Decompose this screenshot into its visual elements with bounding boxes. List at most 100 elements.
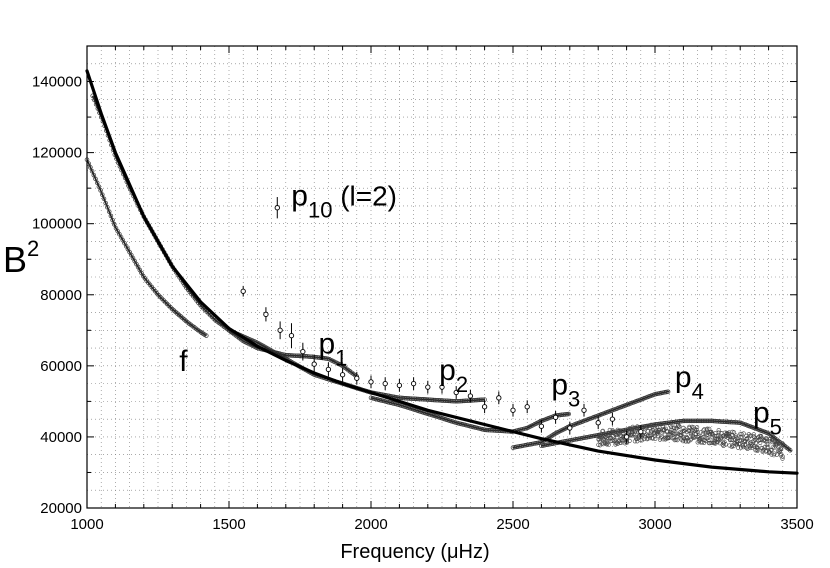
ridge-point bbox=[731, 420, 737, 425]
ridge-point bbox=[695, 418, 701, 424]
scatter-point bbox=[682, 428, 687, 434]
ridge-point bbox=[449, 398, 455, 404]
ridge-point bbox=[721, 419, 726, 424]
ridge-point bbox=[398, 395, 404, 401]
errorbar-marker bbox=[524, 404, 530, 410]
ridge-point bbox=[668, 420, 674, 425]
ridge-point bbox=[108, 213, 114, 219]
scatter-point bbox=[614, 435, 620, 440]
scatter-point bbox=[604, 442, 610, 447]
scatter-point bbox=[779, 447, 784, 452]
ridge-point bbox=[89, 168, 95, 174]
scatter-point bbox=[772, 451, 777, 456]
scatter-point bbox=[745, 446, 750, 452]
y-axis-title-sup: 2 bbox=[27, 236, 39, 261]
scatter-point bbox=[735, 445, 741, 450]
errorbar-marker bbox=[567, 425, 573, 431]
errorbar-point bbox=[467, 389, 474, 403]
plot-frame bbox=[86, 45, 798, 509]
ridge-point bbox=[305, 354, 310, 359]
ridge-point bbox=[301, 353, 307, 359]
errorbar-point bbox=[623, 430, 630, 444]
errorbar-point bbox=[339, 367, 346, 382]
ridge-point bbox=[306, 354, 312, 359]
scatter-point bbox=[631, 432, 636, 437]
errorbar-point bbox=[354, 371, 360, 385]
curve-label-main: p bbox=[551, 368, 568, 401]
ridge-point bbox=[426, 397, 431, 402]
ridge-point bbox=[665, 420, 670, 426]
curve-label-sub: 2 bbox=[456, 372, 468, 397]
ridge-point bbox=[451, 398, 457, 404]
curve-label-p4: p4 bbox=[675, 361, 704, 404]
errorbar-point bbox=[300, 342, 306, 361]
scatter-point bbox=[731, 430, 737, 435]
ridge-point bbox=[711, 418, 716, 424]
ridge-point bbox=[303, 354, 308, 359]
ridge-point bbox=[448, 398, 453, 404]
ridge-point bbox=[438, 398, 443, 403]
errorbar-point bbox=[410, 377, 417, 391]
ridge-point bbox=[431, 397, 436, 403]
scatter-point bbox=[729, 437, 735, 442]
scatter-point bbox=[718, 436, 723, 442]
curve-label-p5: p5 bbox=[753, 397, 782, 440]
errorbar-marker bbox=[595, 420, 601, 426]
scatter-point bbox=[638, 438, 643, 443]
ridge-point bbox=[677, 419, 682, 424]
ridge-point bbox=[436, 398, 441, 403]
scatter-point bbox=[755, 448, 760, 453]
ridge-point bbox=[101, 196, 107, 202]
errorbar-marker bbox=[382, 380, 388, 387]
scatter-point bbox=[760, 448, 766, 453]
ridge-point bbox=[673, 419, 679, 425]
scatter-point bbox=[764, 436, 769, 442]
errorbar-marker bbox=[581, 407, 587, 413]
scatter-point bbox=[747, 445, 753, 451]
ridge-point bbox=[400, 395, 406, 401]
ridge-line-f bbox=[86, 159, 207, 337]
errorbar-point bbox=[581, 403, 587, 417]
ridge-point bbox=[699, 418, 704, 424]
scatter-point bbox=[687, 425, 692, 431]
scatter-point bbox=[774, 452, 780, 457]
errorbar-point bbox=[510, 403, 516, 417]
scatter-point bbox=[683, 439, 688, 444]
errorbar-points bbox=[240, 285, 644, 444]
ridge-point bbox=[489, 428, 495, 433]
x-tick-label: 2000 bbox=[354, 516, 387, 533]
ridge-point bbox=[663, 420, 669, 426]
scatter-point bbox=[727, 443, 732, 448]
scatter-point bbox=[741, 431, 746, 436]
ridge-point bbox=[672, 419, 677, 425]
scatter-point bbox=[723, 442, 728, 447]
scatter-point bbox=[758, 434, 764, 439]
scatter-point bbox=[776, 440, 781, 445]
ridge-point bbox=[477, 397, 482, 403]
errorbar-marker bbox=[368, 379, 374, 385]
errorbar-point bbox=[595, 416, 601, 430]
curve-label-main: p bbox=[439, 354, 456, 387]
ridge-point bbox=[443, 398, 448, 403]
ridge-point bbox=[403, 396, 409, 401]
scatter-point bbox=[663, 426, 668, 431]
scatter-point bbox=[705, 435, 711, 441]
scatter-point bbox=[650, 436, 655, 441]
curve-label-p1: p1 bbox=[318, 327, 347, 370]
ridge-point bbox=[481, 427, 486, 432]
ridge-point bbox=[397, 395, 402, 401]
ridge-point bbox=[414, 396, 419, 402]
ridge-point bbox=[322, 355, 327, 361]
scatter-point bbox=[677, 424, 682, 430]
errorbar-marker bbox=[510, 407, 516, 413]
scatter-point bbox=[771, 438, 776, 444]
errorbar-marker bbox=[425, 384, 431, 390]
ridge-point bbox=[473, 397, 479, 403]
errorbar-marker bbox=[288, 332, 295, 339]
scatter-point bbox=[675, 431, 680, 436]
x-tick-label: 3000 bbox=[638, 516, 671, 533]
scatter-point bbox=[766, 442, 771, 447]
errorbar-marker bbox=[263, 311, 269, 317]
ridge-point bbox=[712, 418, 718, 424]
